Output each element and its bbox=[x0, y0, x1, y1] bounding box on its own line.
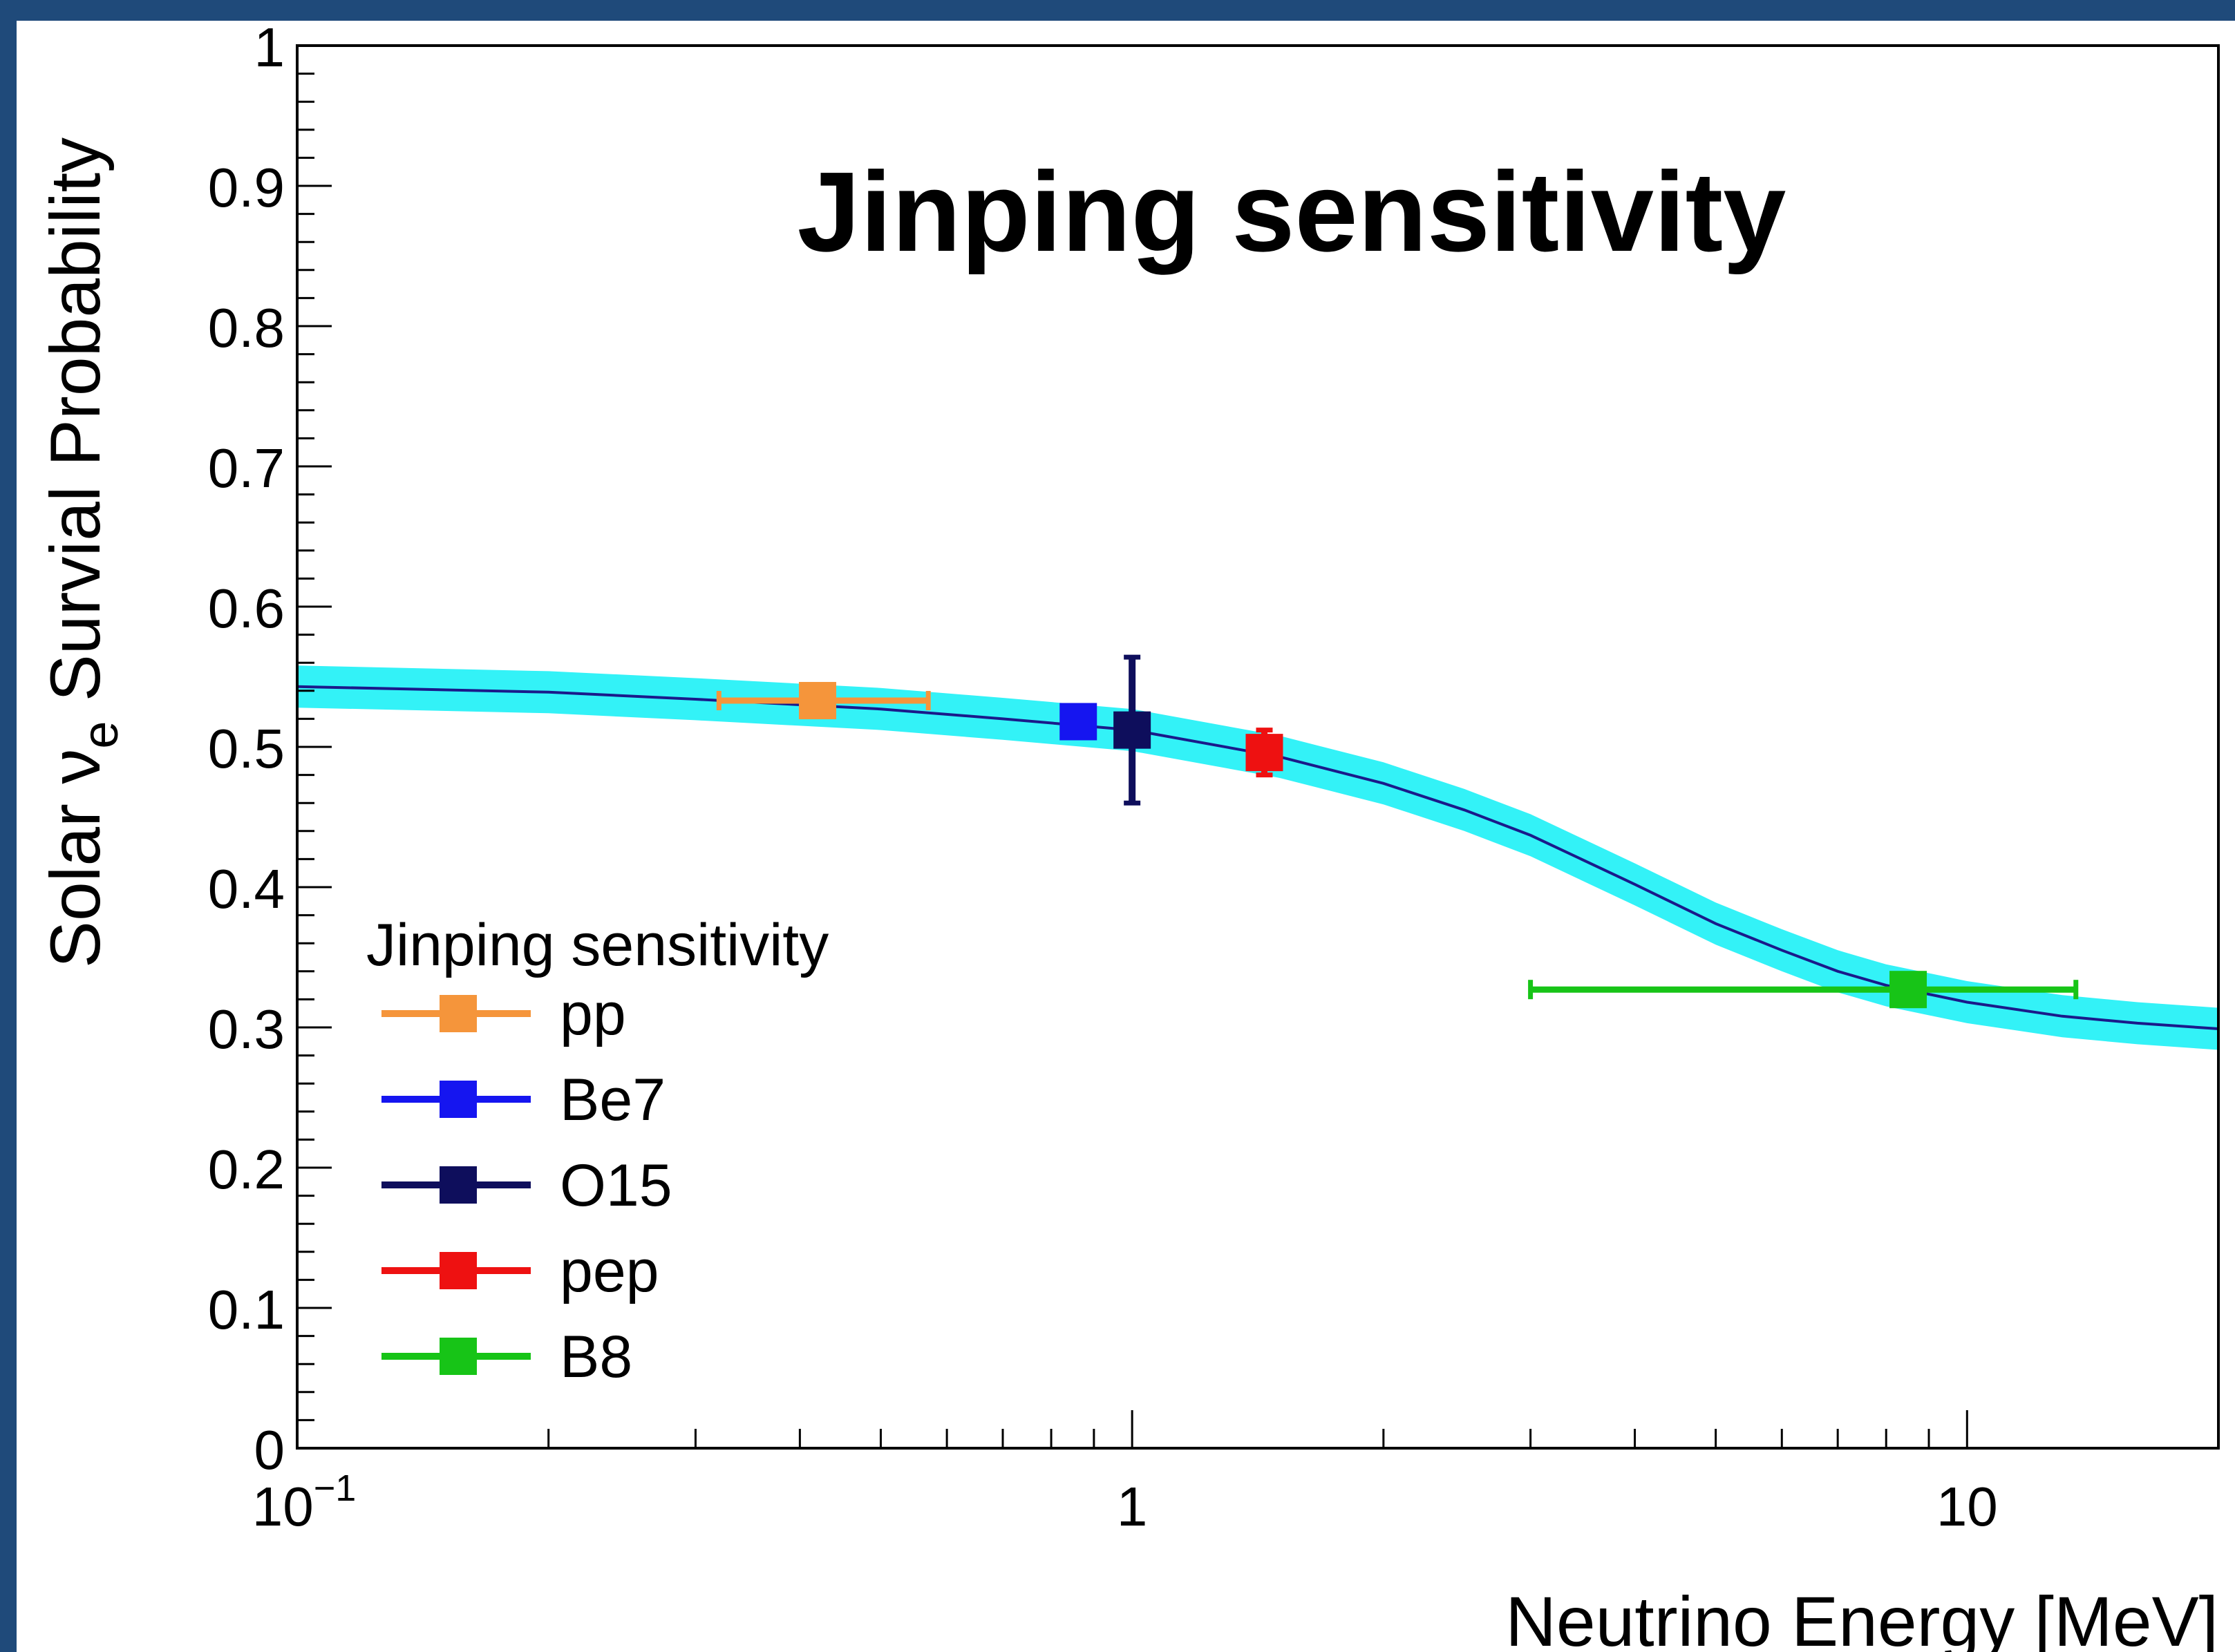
data-point-pp bbox=[716, 682, 931, 720]
axes-frame bbox=[296, 44, 2220, 1450]
y-tick-label: 0.7 bbox=[208, 437, 285, 499]
y-tick-label: 0.6 bbox=[208, 578, 285, 639]
y-label-suffix: Survial Probability bbox=[36, 137, 115, 721]
legend-label: Be7 bbox=[560, 1067, 666, 1133]
data-points bbox=[716, 654, 2079, 1009]
x-tick-exponent: −1 bbox=[314, 1468, 357, 1509]
marker-square bbox=[1889, 971, 1927, 1009]
legend-label: pep bbox=[560, 1238, 659, 1304]
y-label-prefix: Solar bbox=[36, 784, 115, 968]
marker-square bbox=[798, 682, 836, 720]
chart-title: Jinping sensitivity bbox=[798, 149, 1786, 275]
legend: Jinping sensitivity pp Be7 O15 pep B8 bbox=[366, 912, 829, 1390]
y-tick-label: 0.5 bbox=[208, 718, 285, 779]
y-tick-label: 0.2 bbox=[208, 1139, 285, 1200]
data-point-pep bbox=[1245, 728, 1283, 778]
y-tick-label: 0.4 bbox=[208, 858, 285, 920]
band-central-line bbox=[296, 685, 2219, 1030]
top-border bbox=[0, 0, 2235, 21]
legend-title: Jinping sensitivity bbox=[366, 912, 829, 978]
y-tick-label: 0.3 bbox=[208, 998, 285, 1060]
y-tick-label: 0 bbox=[254, 1419, 285, 1481]
x-tick-label: 10−1 bbox=[252, 1468, 357, 1537]
data-point-b8 bbox=[1528, 971, 2079, 1009]
legend-marker bbox=[440, 1081, 477, 1118]
legend-label: pp bbox=[560, 981, 626, 1047]
y-tick-label: 1 bbox=[254, 21, 285, 78]
y-tick-label: 0.1 bbox=[208, 1279, 285, 1340]
nu-symbol: ν bbox=[36, 749, 115, 784]
x-tick-base: 10 bbox=[252, 1476, 314, 1537]
y-tick-label: 0.9 bbox=[208, 157, 285, 218]
legend-entry-be7: Be7 bbox=[381, 1067, 666, 1133]
y-label-subscript: e bbox=[73, 721, 129, 749]
legend-entry-o15: O15 bbox=[381, 1152, 672, 1219]
legend-entry-pep: pep bbox=[381, 1238, 659, 1304]
legend-marker bbox=[440, 1252, 477, 1289]
data-point-o15 bbox=[1113, 654, 1151, 806]
y-tick-label: 0.8 bbox=[208, 297, 285, 359]
legend-label: O15 bbox=[560, 1152, 672, 1219]
marker-square bbox=[1059, 703, 1097, 741]
data-point-be7 bbox=[1059, 703, 1097, 741]
marker-square bbox=[1113, 711, 1151, 749]
legend-label: B8 bbox=[560, 1324, 632, 1390]
legend-marker bbox=[440, 1166, 477, 1204]
legend-marker bbox=[440, 1338, 477, 1375]
legend-entry-b8: B8 bbox=[381, 1324, 632, 1390]
x-tick-label: 1 bbox=[1117, 1476, 1148, 1537]
x-tick-label: 10 bbox=[1936, 1476, 1998, 1537]
legend-entry-pp: pp bbox=[381, 981, 626, 1047]
y-axis-label: Solar νe Survial Probability bbox=[36, 137, 129, 968]
x-axis-label: Neutrino Energy [MeV] bbox=[1505, 1582, 2218, 1652]
chart-canvas: 0 0.1 0.2 0.3 0.4 0.5 0.6 0.7 0.8 0.9 1 10−1 1 10 Jin… bbox=[17, 21, 2235, 1652]
legend-marker bbox=[440, 995, 477, 1032]
marker-square bbox=[1245, 734, 1283, 772]
